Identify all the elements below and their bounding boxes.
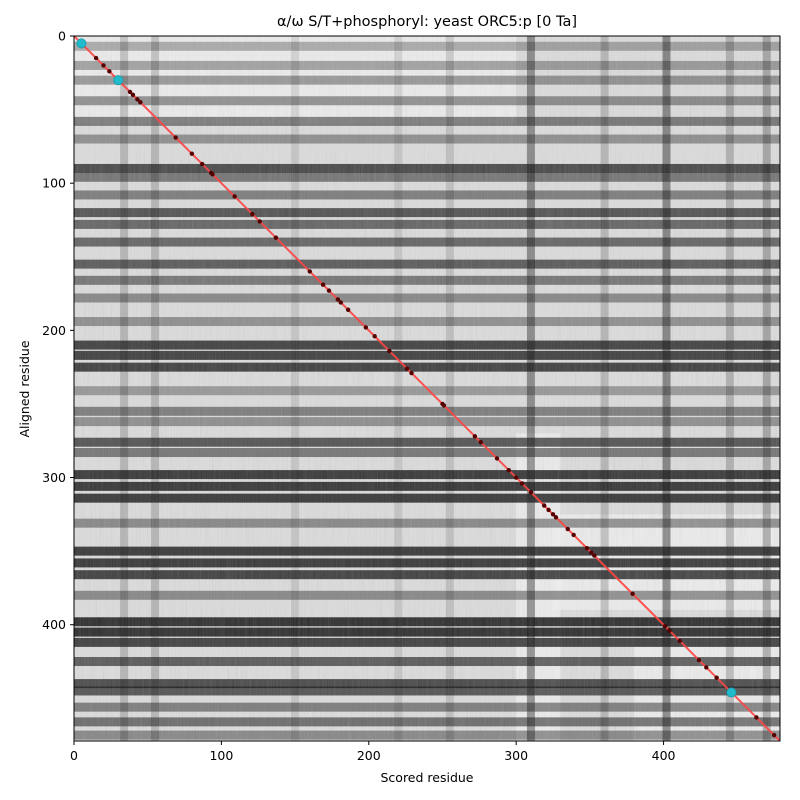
y-axis-ticks: 0 100 200 300 400 [42, 29, 74, 632]
matched-point [571, 532, 576, 538]
matched-point [714, 675, 719, 680]
matched-point [338, 300, 343, 305]
matched-point [257, 219, 262, 224]
matched-point [704, 665, 709, 670]
matched-point [553, 515, 559, 520]
matched-point [404, 366, 410, 371]
matched-point [592, 553, 597, 558]
matched-point [506, 467, 512, 473]
matched-point [667, 628, 672, 633]
matched-point [754, 715, 759, 720]
matched-point [326, 288, 332, 293]
highlight-point [113, 75, 124, 86]
matched-point [200, 161, 205, 167]
y-tick-label: 300 [42, 470, 66, 485]
matched-point [250, 211, 255, 217]
matched-point [478, 440, 483, 445]
matched-point [93, 55, 99, 61]
matched-point [232, 194, 237, 199]
matched-point [130, 92, 136, 98]
matched-point [345, 307, 351, 312]
matched-point [541, 503, 547, 508]
matched-point [550, 512, 556, 517]
x-axis-label: Scored residue [380, 770, 473, 785]
y-tick-label: 400 [42, 617, 66, 632]
matched-point [441, 403, 447, 408]
matched-point [546, 507, 551, 513]
x-tick-label: 400 [652, 748, 676, 763]
matched-point [107, 69, 112, 74]
matched-point [494, 456, 500, 461]
matched-point [273, 235, 279, 240]
matched-point [101, 63, 106, 68]
matched-point [513, 475, 519, 480]
matched-point [528, 490, 534, 495]
x-axis-ticks: 0 100 200 300 400 [70, 741, 676, 763]
matched-point [210, 172, 215, 177]
matched-point [127, 89, 133, 95]
highlight-point [726, 687, 737, 698]
heatmap-plot-area [74, 36, 780, 741]
matched-point [189, 151, 195, 156]
matched-point [584, 545, 590, 551]
matched-point [565, 526, 570, 532]
x-tick-label: 300 [504, 748, 528, 763]
matched-point [696, 657, 702, 663]
y-tick-label: 0 [58, 29, 66, 44]
chart-title: α/ω S/T+phosphoryl: yeast ORC5:p [0 Ta] [277, 14, 577, 30]
matched-point [472, 434, 478, 439]
y-tick-label: 100 [42, 176, 66, 191]
y-tick-label: 200 [42, 323, 66, 338]
matched-point [519, 481, 525, 486]
matched-point [173, 135, 178, 140]
matched-point [372, 334, 377, 339]
matched-point [589, 550, 594, 555]
matched-point [335, 297, 341, 302]
x-tick-label: 100 [209, 748, 233, 763]
matched-residue-points [79, 41, 777, 738]
plot-frame [73, 35, 781, 742]
matched-point [320, 282, 326, 287]
matched-point [138, 100, 143, 105]
x-tick-label: 200 [357, 748, 381, 763]
matched-point [307, 269, 313, 274]
x-tick-label: 0 [70, 748, 78, 763]
matched-point [677, 638, 682, 644]
matched-point [387, 348, 392, 354]
y-axis-label: Aligned residue [17, 340, 32, 437]
matched-point [363, 325, 369, 330]
highlight-point [76, 38, 87, 49]
matched-point [409, 370, 414, 376]
matched-point [771, 732, 777, 738]
highlighted-residue-points [76, 38, 737, 698]
matched-point [630, 591, 635, 597]
matched-point [662, 623, 668, 629]
matched-point [135, 97, 140, 102]
